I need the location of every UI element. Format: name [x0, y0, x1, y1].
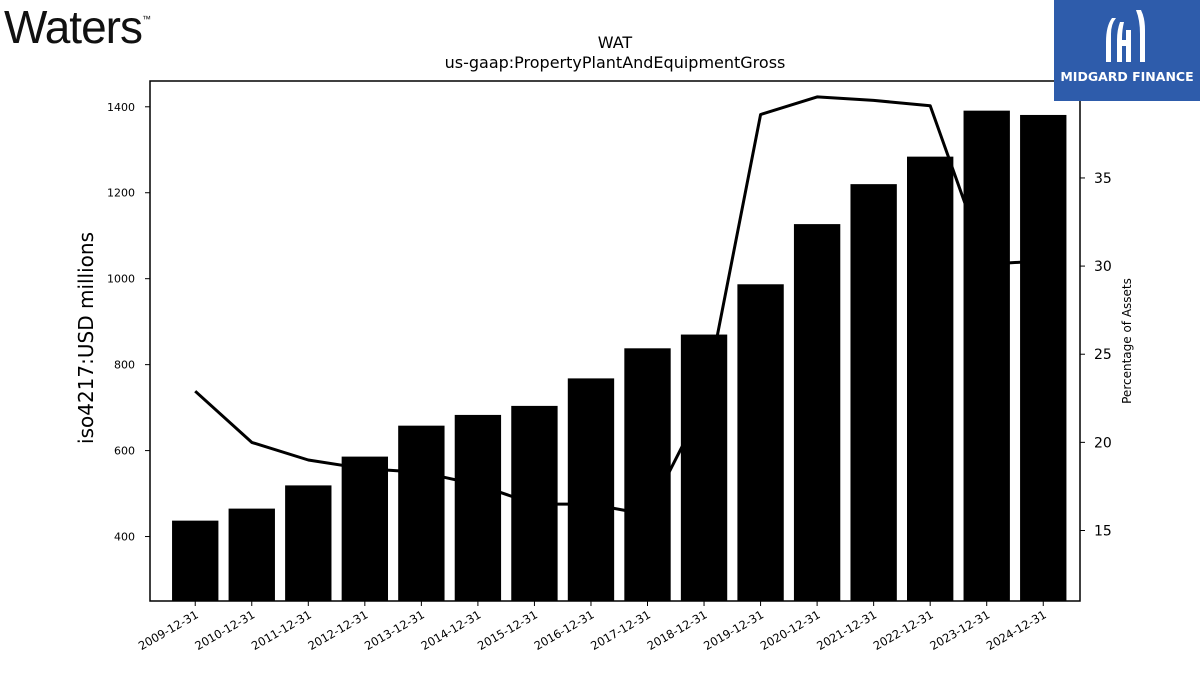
x-tick-label: 2011-12-31: [249, 607, 314, 653]
chart-subtitle: us-gaap:PropertyPlantAndEquipmentGross: [445, 53, 786, 72]
midgard-mark-icon: [1106, 10, 1145, 62]
y-axis-label: iso4217:USD millions: [74, 232, 98, 444]
bar: [1020, 114, 1067, 602]
bar: [567, 378, 615, 601]
y2-tick-label: 15: [1094, 523, 1112, 539]
waters-logo: Waters™: [4, 1, 151, 53]
y-tick-label: 1000: [107, 273, 135, 286]
x-tick-label: 2024-12-31: [984, 607, 1049, 653]
bar: [737, 284, 784, 601]
bar: [850, 184, 897, 601]
bar: [172, 520, 219, 601]
bar: [228, 508, 275, 601]
y2-tick-label: 25: [1094, 347, 1112, 363]
x-tick-label: 2020-12-31: [758, 607, 823, 653]
x-tick-label: 2010-12-31: [192, 607, 257, 653]
x-tick-label: 2012-12-31: [305, 607, 370, 653]
bar: [680, 334, 728, 601]
y2-tick-label: 35: [1094, 171, 1112, 187]
bar: [963, 110, 1010, 601]
x-tick-label: 2019-12-31: [701, 607, 766, 653]
bar: [398, 425, 445, 601]
y-tick-label: 1400: [107, 101, 135, 114]
x-tick-label: 2013-12-31: [362, 607, 427, 653]
bar: [793, 224, 841, 602]
midgard-finance-text: MIDGARD FINANCE: [1060, 69, 1194, 84]
bar: [285, 485, 332, 601]
x-tick-label: 2015-12-31: [475, 607, 540, 653]
y-tick-label: 800: [114, 359, 135, 372]
y2-tick-label: 20: [1094, 435, 1112, 451]
y-tick-label: 600: [114, 445, 135, 458]
y2-tick-label: 30: [1094, 259, 1112, 275]
bars-layer: [172, 110, 1067, 602]
bar: [454, 414, 502, 601]
chart-title: WAT: [598, 33, 633, 52]
plot-frame: [149, 80, 1081, 602]
x-tick-label: 2016-12-31: [532, 607, 597, 653]
x-tick-label: 2017-12-31: [588, 607, 653, 653]
midgard-finance-logo: MIDGARD FINANCE: [1054, 0, 1200, 101]
line-layer: [194, 95, 1044, 517]
y2-axis-label: Percentage of Assets: [1120, 278, 1134, 404]
bar: [907, 156, 954, 602]
x-tick-label: 2018-12-31: [645, 607, 710, 653]
bar: [624, 348, 671, 601]
y-tick-label: 1200: [107, 187, 135, 200]
x-tick-label: 2009-12-31: [136, 607, 201, 653]
pct-assets-line: [194, 95, 1044, 517]
x-tick-label: 2021-12-31: [814, 607, 879, 653]
bar: [341, 456, 389, 601]
x-tick-label: 2014-12-31: [419, 607, 484, 653]
x-tick-label: 2022-12-31: [871, 607, 936, 653]
x-tick-label: 2023-12-31: [927, 607, 992, 653]
y-tick-label: 400: [114, 531, 135, 544]
